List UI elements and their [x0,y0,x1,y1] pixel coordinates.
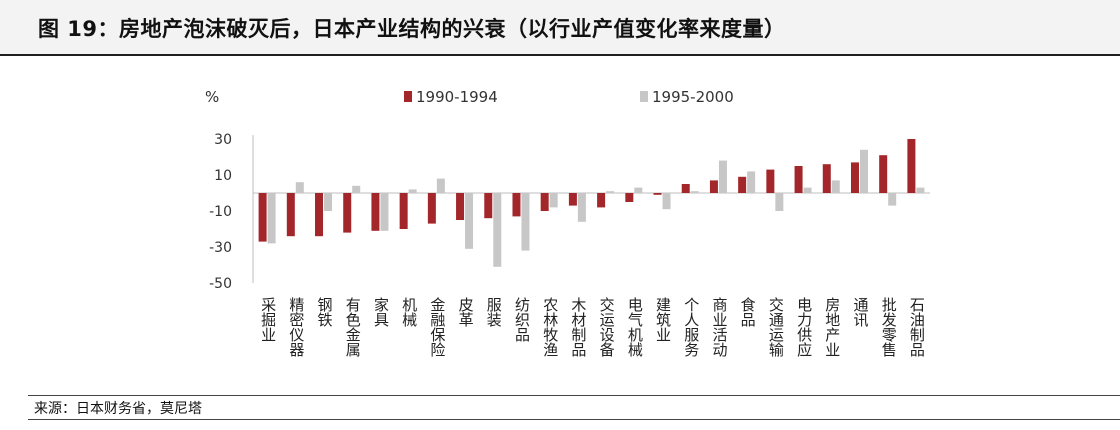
bar-series-1995-2000 [690,191,699,193]
bar-series-1990-1994 [709,180,718,193]
bar-series-1990-1994 [343,193,352,233]
bar-series-1990-1994 [597,193,606,208]
bar-series-1990-1994 [738,176,747,193]
category-label: 木材制品 [569,297,587,357]
category-label: 服装 [485,297,503,327]
bar-series-1990-1994 [540,193,549,211]
bar-series-1995-2000 [267,193,276,244]
bar-series-1995-2000 [859,149,868,193]
bar-series-1995-2000 [408,189,417,193]
bar-series-1990-1994 [427,193,436,224]
legend-swatch-1990-1994 [404,91,412,102]
category-label: 个人服务 [682,297,700,358]
bar-series-1990-1994 [258,193,267,242]
category-label: 家具 [372,297,390,327]
bar-series-1990-1994 [907,139,916,193]
bar-series-1995-2000 [324,193,333,211]
y-axis-unit-label: % [205,88,219,106]
bar-series-1990-1994 [850,162,859,193]
category-label: 机械 [400,297,418,327]
bar-series-1990-1994 [371,193,380,231]
bar-series-1990-1994 [484,193,493,219]
category-label: 电力供应 [795,297,813,357]
y-tick-label: 30 [214,132,232,148]
bar-chart: 30 10 -10 -30 -50% 采掘业 精密仪器 钢铁 有色金属 家具 机械 金融保险 皮革 服装纺… [205,88,930,358]
bar-series-1990-1994 [286,193,295,237]
bar-series-1990-1994 [625,193,634,202]
bar-series-1995-2000 [747,171,756,193]
figure-title: 图 19：房地产泡沫破灭后，日本产业结构的兴衰（以行业产值变化率来度量） [38,17,786,41]
category-label: 交通运输 [767,296,785,357]
category-label: 通讯 [851,297,869,328]
bar-series-1995-2000 [718,160,727,193]
bar-series-1995-2000 [465,193,474,249]
legend-label-1995-2000: 1995-2000 [652,88,734,106]
y-tick-label: -10 [209,204,232,220]
bar-series-1990-1994 [822,164,831,193]
y-tick-label: -50 [209,276,232,292]
bar-series-1995-2000 [493,193,502,267]
category-label: 采掘业 [259,297,277,342]
bar-series-1990-1994 [681,184,690,193]
bar-series-1990-1994 [512,193,521,217]
title-bar: 图 19：房地产泡沫破灭后，日本产业结构的兴衰（以行业产值变化率来度量） [0,0,1120,56]
bar-series-1990-1994 [794,166,803,193]
bar-series-1995-2000 [352,185,361,193]
category-label: 电气机械 [626,297,644,357]
bar-series-1990-1994 [315,193,324,237]
source-note: 来源：日本财务省，莫尼塔 [34,401,202,417]
footer-divider-top [28,395,1120,396]
category-label: 农林牧渔 [541,297,559,357]
category-label: 皮革 [457,297,475,327]
category-label: 石油制品 [908,297,926,357]
bar-series-1990-1994 [653,193,662,195]
category-label: 精密仪器 [287,297,305,357]
bar-series-1995-2000 [916,187,925,193]
legend-swatch-1995-2000 [640,91,648,102]
bar-series-1990-1994 [568,193,577,206]
bar-series-1995-2000 [295,182,304,193]
category-label: 钢铁 [316,297,334,327]
legend-label-1990-1994: 1990-1994 [416,88,498,106]
category-label: 金融保险 [428,297,446,357]
bar-series-1990-1994 [399,193,408,229]
bar-series-1995-2000 [577,193,586,222]
category-label: 纺织品 [513,297,531,342]
bar-series-1995-2000 [803,187,812,193]
category-label: 房地产业 [823,297,841,357]
bar-series-1995-2000 [775,193,784,211]
bar-series-1995-2000 [521,193,530,251]
bar-series-1990-1994 [766,169,775,193]
bar-series-1995-2000 [606,191,615,193]
category-label: 批发零售 [880,297,898,357]
y-tick-label: -30 [209,240,232,256]
category-label: 交运设备 [598,296,616,357]
bar-series-1990-1994 [456,193,465,220]
bar-series-1995-2000 [888,193,897,206]
y-tick-label: 10 [214,168,232,184]
bar-series-1995-2000 [831,180,840,193]
category-label: 食品 [739,297,757,327]
bar-series-1995-2000 [549,193,558,208]
bar-series-1995-2000 [436,178,445,193]
footer-divider-bottom [28,419,1120,420]
category-label: 商业活动 [710,297,728,358]
bar-series-1995-2000 [380,193,389,231]
category-label: 建筑业 [654,297,672,342]
bar-series-1995-2000 [662,193,671,210]
category-label: 有色金属 [344,297,362,357]
bar-series-1990-1994 [879,155,888,193]
bar-series-1995-2000 [634,187,643,193]
